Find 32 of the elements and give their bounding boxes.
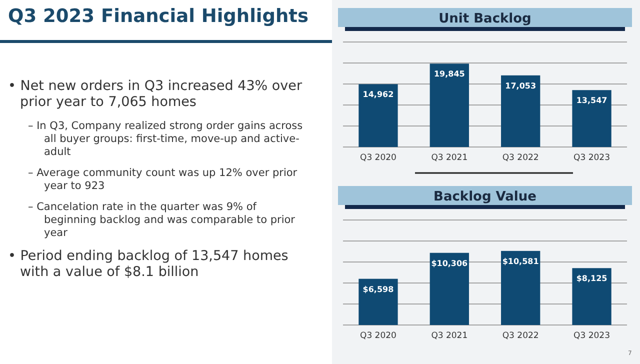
x-tick-label: Q3 2023 — [574, 331, 610, 341]
data-label: $10,581 — [502, 256, 540, 266]
text: – Cancelation rate in the quarter was 9% of beginning backlog and was comparable to prior year — [28, 201, 296, 240]
data-label: 19,845 — [434, 70, 466, 79]
x-tick-label: Q3 2023 — [574, 153, 610, 163]
chart-title: Unit Backlog — [438, 12, 532, 26]
data-label: 17,053 — [505, 81, 536, 90]
bar — [358, 84, 398, 147]
text: Q3 2023 Financial Highlights — [8, 6, 309, 27]
bar — [358, 278, 398, 325]
text: • Net new orders in Q3 increased 43% over prior year to 7,065 homes — [8, 78, 304, 110]
bar — [501, 75, 540, 147]
data-label: $6,598 — [362, 284, 394, 294]
chart-title: Backlog Value — [434, 190, 537, 204]
x-tick-label: Q3 2022 — [502, 153, 539, 163]
data-label: 13,547 — [576, 96, 608, 106]
bar — [572, 90, 612, 147]
x-tick-label: Q3 2020 — [360, 331, 396, 341]
bar — [430, 64, 469, 147]
bar — [572, 268, 612, 325]
x-tick-label: Q3 2021 — [431, 331, 468, 341]
data-label: $10,306 — [431, 258, 468, 268]
x-tick-label: Q3 2021 — [431, 153, 468, 163]
x-tick-label: Q3 2020 — [360, 153, 396, 163]
text: – In Q3, Company realized strong order gains across all buyer groups: first-time, move-up and active-adult — [28, 120, 304, 159]
x-tick-label: Q3 2022 — [502, 331, 539, 341]
data-label: 14,962 — [362, 90, 394, 100]
text: • Period ending backlog of 13,547 homes with a value of $8.1 billion — [8, 248, 290, 280]
bar — [430, 252, 469, 325]
text: – Average community count was up 12% over prior year to 923 — [28, 167, 298, 193]
data-label: $8,125 — [576, 274, 608, 284]
bar — [501, 250, 540, 325]
